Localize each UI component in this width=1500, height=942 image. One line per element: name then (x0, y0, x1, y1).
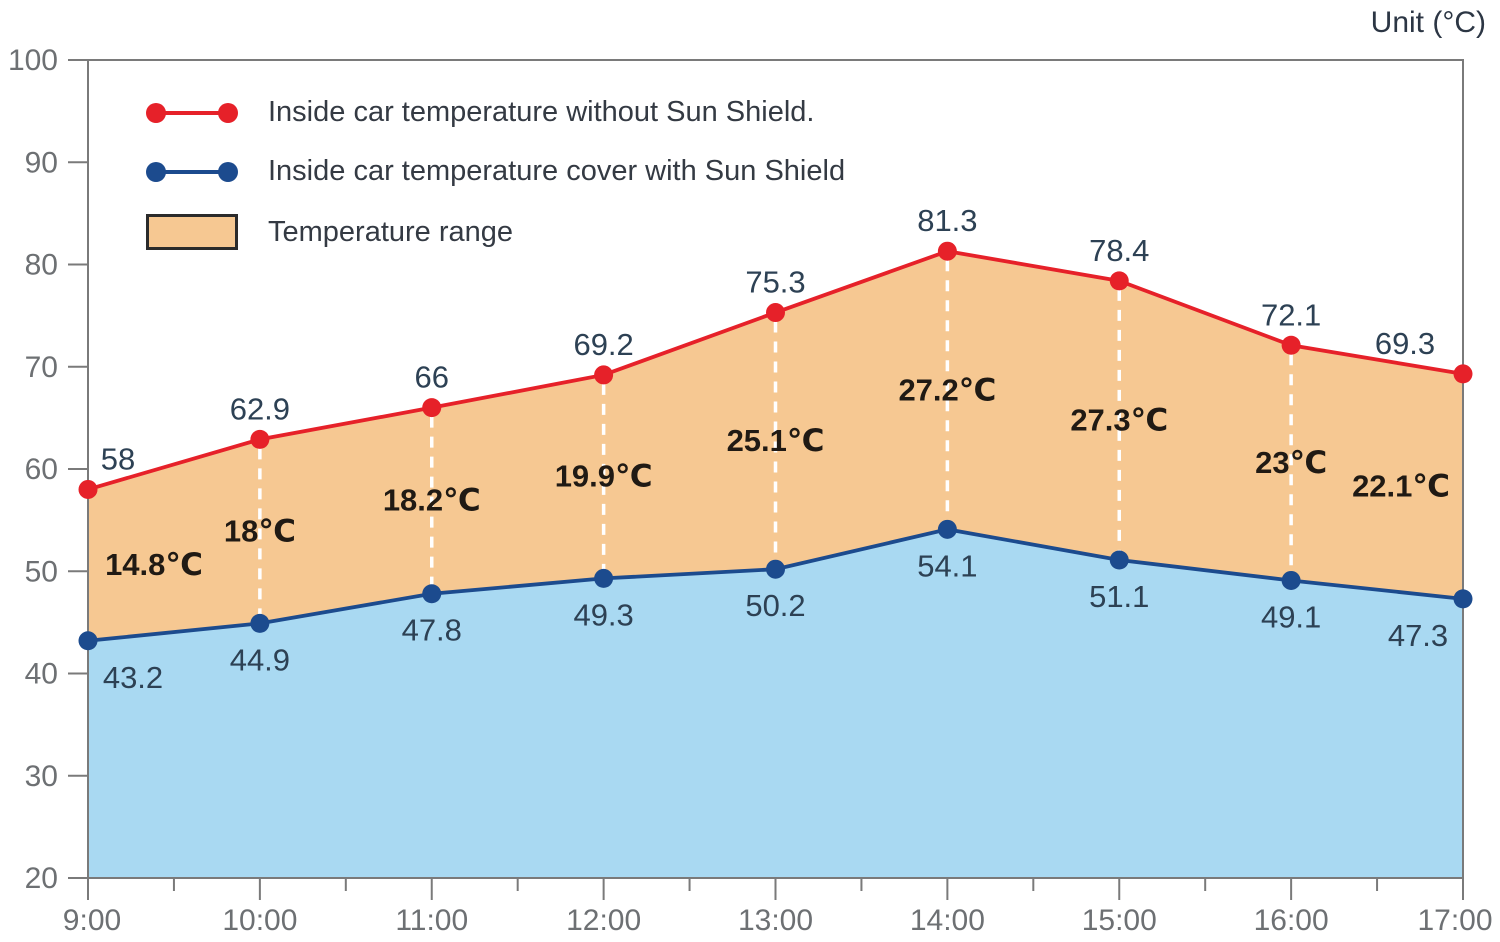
unit-label: Unit (°C) (1370, 6, 1486, 39)
without-shield-point (937, 241, 957, 261)
with-shield-point (1281, 570, 1301, 590)
x-tick-label: 11:00 (395, 904, 468, 937)
y-tick-label: 50 (25, 555, 58, 588)
without-shield-point (78, 479, 98, 499)
with-shield-point (594, 568, 614, 588)
difference-label: 14.8℃ (105, 547, 203, 582)
with-shield-point (1453, 589, 1473, 609)
with-shield-value-label: 50.2 (745, 588, 805, 623)
legend-item-with-shield: Inside car temperature cover with Sun Sh… (146, 155, 845, 188)
x-tick-label: 12:00 (566, 904, 641, 937)
with-shield-value-label: 47.3 (1388, 618, 1448, 653)
with-shield-point (1109, 550, 1129, 570)
without-shield-value-label: 62.9 (230, 391, 290, 426)
x-tick-label: 17:00 (1417, 904, 1492, 937)
difference-label: 18.2℃ (383, 483, 481, 518)
without-shield-point (250, 429, 270, 449)
legend-item-without-shield: Inside car temperature without Sun Shiel… (146, 96, 845, 129)
without-shield-point (1109, 271, 1129, 291)
difference-label: 22.1℃ (1352, 468, 1450, 503)
x-tick-label: 10:00 (222, 904, 297, 937)
y-tick-label: 70 (25, 351, 58, 384)
x-tick-label: 15:00 (1082, 904, 1157, 937)
with-shield-point (766, 559, 785, 579)
without-shield-value-label: 81.3 (917, 203, 977, 238)
x-tick-label: 14:00 (910, 904, 985, 937)
with-shield-value-label: 54.1 (917, 548, 977, 583)
y-tick-label: 30 (25, 760, 58, 793)
below-shield-area (88, 529, 1463, 878)
difference-label: 25.1℃ (727, 423, 825, 458)
y-tick-label: 90 (25, 146, 58, 179)
y-tick-label: 60 (25, 453, 58, 486)
with-shield-value-label: 43.2 (103, 660, 163, 695)
with-shield-value-label: 49.1 (1261, 599, 1321, 634)
x-tick-label: 9:00 (63, 904, 121, 937)
with-shield-value-label: 51.1 (1089, 579, 1149, 614)
difference-label: 27.2℃ (898, 372, 996, 407)
without-shield-value-label: 66 (415, 360, 449, 395)
y-tick-label: 100 (8, 44, 58, 77)
without-shield-point (594, 365, 614, 385)
with-shield-point (937, 519, 957, 539)
range-box-swatch-icon (146, 214, 238, 250)
difference-label: 27.3℃ (1070, 402, 1168, 437)
difference-label: 23℃ (1255, 445, 1327, 480)
without-shield-value-label: 72.1 (1261, 297, 1321, 332)
without-shield-value-label: 58 (101, 441, 135, 476)
with-shield-point (422, 584, 442, 604)
with-shield-value-label: 44.9 (230, 642, 290, 677)
without-shield-value-label: 69.3 (1375, 326, 1435, 361)
y-tick-label: 20 (25, 862, 58, 895)
blue-line-swatch-icon (146, 161, 238, 182)
x-tick-label: 13:00 (738, 904, 813, 937)
without-shield-value-label: 78.4 (1089, 233, 1149, 268)
legend-label: Temperature range (268, 215, 514, 248)
without-shield-value-label: 75.3 (745, 265, 805, 300)
without-shield-point (766, 303, 785, 323)
without-shield-value-label: 69.2 (573, 327, 633, 362)
without-shield-point (1281, 335, 1301, 355)
legend-label: Inside car temperature cover with Sun Sh… (268, 155, 846, 187)
red-line-swatch-icon (146, 102, 238, 123)
difference-label: 18℃ (224, 513, 296, 548)
legend: Inside car temperature without Sun Shiel… (146, 96, 845, 250)
y-tick-label: 80 (25, 249, 58, 282)
without-shield-point (422, 398, 442, 418)
with-shield-point (250, 613, 270, 633)
x-tick-label: 16:00 (1254, 904, 1329, 937)
with-shield-value-label: 49.3 (573, 597, 633, 632)
y-tick-label: 40 (25, 658, 58, 691)
without-shield-point (1453, 364, 1473, 384)
legend-label: Inside car temperature without Sun Shiel… (268, 96, 815, 128)
difference-label: 19.9℃ (555, 459, 653, 494)
with-shield-point (78, 631, 98, 651)
legend-item-temperature-range: Temperature range (146, 214, 845, 250)
with-shield-value-label: 47.8 (402, 613, 462, 648)
